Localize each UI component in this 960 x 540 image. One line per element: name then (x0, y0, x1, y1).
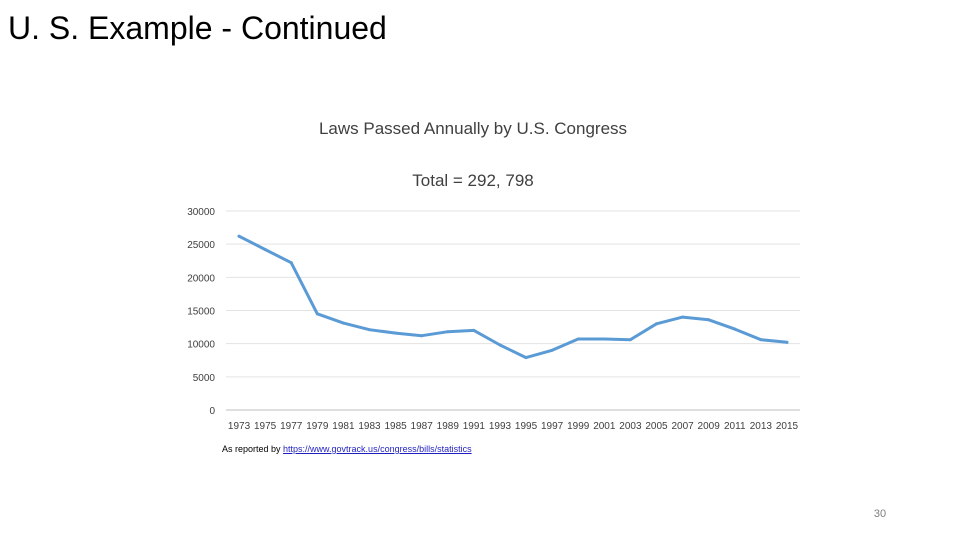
data-point (237, 234, 241, 238)
slide-title: U. S. Example - Continued (8, 10, 387, 46)
x-tick-label: 1985 (384, 421, 407, 432)
x-tick-label: 2007 (671, 421, 694, 432)
x-tick-label: 2001 (593, 421, 616, 432)
data-point (681, 315, 685, 319)
data-point (785, 340, 789, 344)
chart-title: Laws Passed Annually by U.S. Congress (318, 119, 628, 138)
y-tick-label: 25000 (187, 240, 215, 251)
data-point (315, 312, 319, 316)
data-point (472, 328, 476, 332)
source-note-prefix: As reported by (222, 444, 284, 454)
page-number: 30 (873, 508, 887, 520)
x-tick-label: 1989 (437, 421, 460, 432)
data-point (655, 322, 658, 326)
x-tick-label: 2003 (619, 421, 642, 432)
data-point (341, 321, 345, 325)
y-tick-label: 15000 (187, 307, 215, 318)
chart-x-axis: 1973 1975 1977 1979 1981 1983 1985 1987 1989 1991… (228, 421, 799, 432)
y-tick-label: 20000 (187, 273, 215, 284)
y-tick-label: 0 (209, 406, 215, 417)
chart-subtitle: Total = 292, 798 (412, 171, 534, 190)
x-tick-label: 1995 (515, 421, 538, 432)
x-tick-label: 2011 (724, 421, 746, 432)
data-point (524, 356, 528, 360)
x-tick-label: 1997 (541, 421, 564, 432)
data-point (446, 330, 450, 334)
x-tick-label: 1993 (489, 421, 512, 432)
data-point (498, 343, 502, 347)
y-tick-label: 10000 (187, 340, 215, 351)
data-point (394, 331, 398, 335)
y-tick-label: 30000 (187, 207, 215, 218)
x-tick-label: 2013 (750, 421, 773, 432)
data-point (628, 338, 632, 342)
x-tick-label: 1987 (411, 421, 434, 432)
data-point (602, 337, 606, 341)
x-tick-label: 1977 (280, 421, 303, 432)
x-tick-label: 1981 (332, 421, 355, 432)
chart-y-axis: 0 5000 10000 15000 20000 25000 30000 (187, 207, 215, 417)
x-tick-label: 2015 (776, 421, 799, 432)
source-link[interactable]: https://www.govtrack.us/congress/bills/s… (283, 444, 472, 454)
x-tick-label: 1999 (567, 421, 590, 432)
x-tick-label: 1979 (306, 421, 329, 432)
y-tick-label: 5000 (193, 373, 216, 384)
chart-gridlines (226, 210, 800, 411)
series-line (237, 234, 789, 360)
chart-series (237, 234, 789, 360)
x-tick-label: 2005 (645, 421, 668, 432)
x-tick-label: 1983 (358, 421, 381, 432)
data-point (263, 247, 267, 251)
data-point (576, 337, 580, 341)
data-point (420, 334, 424, 338)
data-point (707, 318, 711, 322)
source-note: As reported by https://www.govtrack.us/c… (222, 444, 472, 454)
data-point (289, 261, 293, 265)
data-point (733, 327, 737, 331)
x-tick-label: 2009 (698, 421, 721, 432)
data-point (550, 348, 554, 352)
data-point (368, 328, 371, 332)
x-tick-label: 1991 (463, 421, 486, 432)
x-tick-label: 1973 (228, 421, 251, 432)
data-point (759, 338, 763, 342)
x-tick-label: 1975 (254, 421, 277, 432)
